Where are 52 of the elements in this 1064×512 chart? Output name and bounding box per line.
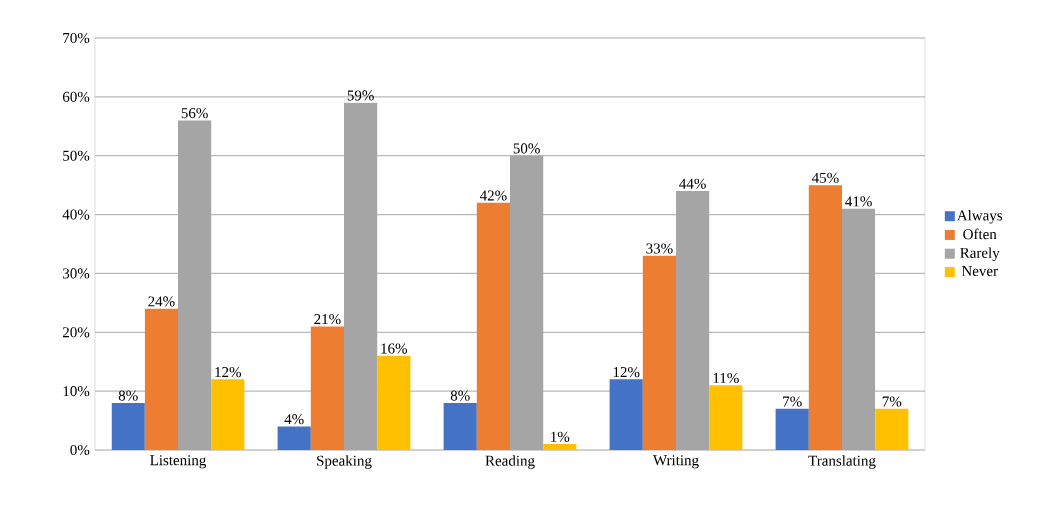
bar bbox=[808, 185, 843, 450]
bar bbox=[543, 444, 577, 450]
bar bbox=[310, 326, 345, 450]
y-tick-label: 10% bbox=[63, 386, 90, 397]
data-label: 16% bbox=[381, 343, 408, 354]
data-label: 11% bbox=[713, 372, 739, 384]
bar bbox=[709, 385, 743, 450]
x-tick-label: Writing bbox=[652, 455, 699, 469]
data-label: 1% bbox=[551, 431, 570, 442]
y-tick-label: 20% bbox=[62, 327, 90, 338]
bar bbox=[443, 402, 477, 450]
bar bbox=[277, 426, 311, 450]
legend-label: Rarely bbox=[960, 247, 1000, 262]
bar bbox=[476, 202, 511, 450]
data-label: 41% bbox=[845, 196, 872, 207]
bar bbox=[211, 379, 245, 450]
bar bbox=[642, 255, 677, 450]
bar bbox=[144, 308, 179, 450]
data-label: 7% bbox=[882, 396, 902, 407]
bar bbox=[377, 355, 411, 450]
bar bbox=[111, 402, 145, 450]
data-label: 50% bbox=[513, 143, 540, 154]
data-label: 8% bbox=[450, 390, 470, 401]
y-tick-label: 50% bbox=[63, 150, 90, 161]
y-tick-label: 30% bbox=[63, 268, 90, 279]
bar bbox=[875, 408, 909, 450]
y-tick-label: 0% bbox=[70, 444, 90, 456]
data-label: 42% bbox=[479, 190, 507, 201]
data-label: 56% bbox=[181, 108, 208, 119]
data-label: 59% bbox=[347, 90, 374, 101]
data-label: 33% bbox=[646, 243, 673, 254]
y-tick-label: 70% bbox=[63, 32, 90, 44]
y-tick-label: 40% bbox=[62, 209, 90, 220]
data-label: 12% bbox=[215, 367, 242, 378]
x-tick-label: Speaking bbox=[317, 455, 372, 469]
x-tick-label: Translating bbox=[808, 455, 876, 469]
x-tick-label: Listening bbox=[150, 455, 207, 469]
data-label: 12% bbox=[613, 367, 640, 378]
y-tick-label: 60% bbox=[62, 91, 90, 102]
data-label: 24% bbox=[148, 296, 175, 307]
bar bbox=[609, 379, 643, 450]
legend-label: Never bbox=[961, 266, 998, 276]
data-label: 45% bbox=[811, 172, 839, 183]
data-label: 44% bbox=[679, 178, 706, 189]
data-label: 8% bbox=[118, 390, 138, 401]
data-label: 21% bbox=[314, 314, 341, 325]
data-label: 7% bbox=[783, 396, 802, 407]
x-tick-label: Reading bbox=[485, 455, 535, 469]
bar bbox=[775, 408, 809, 450]
data-label: 4% bbox=[284, 414, 304, 425]
legend-label: Always bbox=[956, 209, 1003, 224]
legend-label: Often bbox=[963, 228, 997, 240]
